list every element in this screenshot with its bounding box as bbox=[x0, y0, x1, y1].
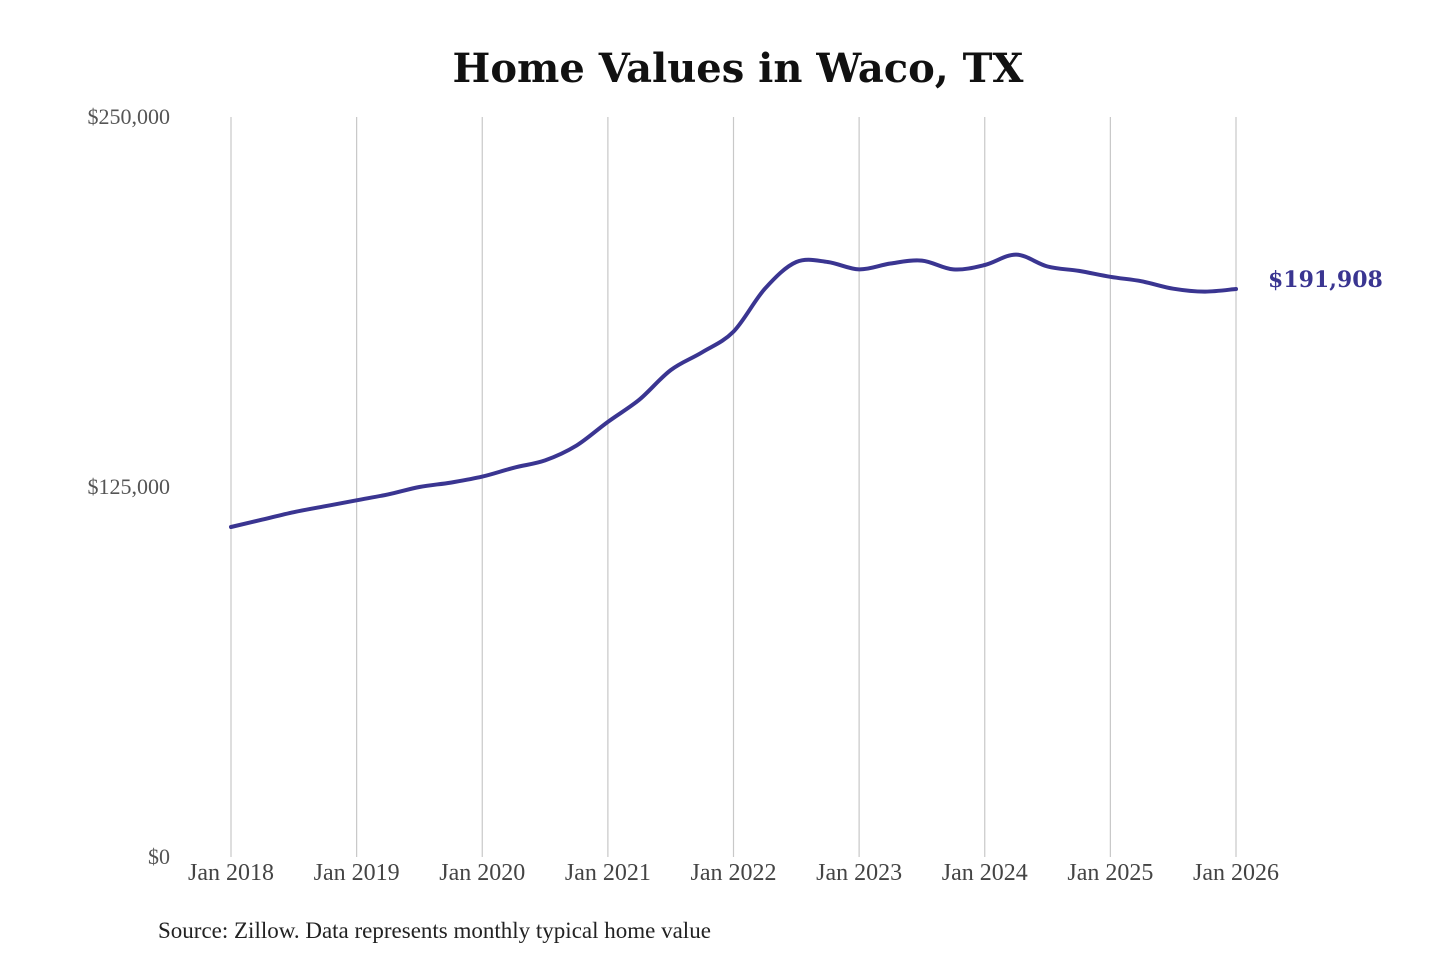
y-tick-label: $250,000 bbox=[88, 104, 171, 129]
home-value-line bbox=[229, 252, 1238, 529]
x-tick-label: Jan 2022 bbox=[691, 860, 777, 886]
x-tick-label: Jan 2021 bbox=[565, 860, 651, 886]
source-note: Source: Zillow. Data represents monthly … bbox=[158, 918, 711, 943]
x-tick-label: Jan 2024 bbox=[942, 860, 1028, 886]
x-tick-label: Jan 2026 bbox=[1193, 860, 1279, 886]
x-tick-label: Jan 2020 bbox=[439, 860, 525, 886]
end-value-label: $191,908 bbox=[1268, 267, 1383, 293]
y-tick-label: $125,000 bbox=[88, 474, 171, 499]
x-axis-ticks: Jan 2018 Jan 2019 Jan 2020 Jan 2021 Jan 2022… bbox=[188, 860, 1279, 886]
x-tick-label: Jan 2019 bbox=[314, 860, 400, 886]
y-tick-label: $0 bbox=[148, 844, 170, 869]
chart-title: Home Values in Waco, TX bbox=[453, 45, 1024, 92]
vertical-gridlines bbox=[230, 117, 1237, 857]
x-tick-label: Jan 2018 bbox=[188, 860, 274, 886]
x-tick-label: Jan 2023 bbox=[816, 860, 902, 886]
y-axis-ticks: $0 $125,000 $250,000 bbox=[88, 104, 171, 869]
x-tick-label: Jan 2025 bbox=[1067, 860, 1153, 886]
